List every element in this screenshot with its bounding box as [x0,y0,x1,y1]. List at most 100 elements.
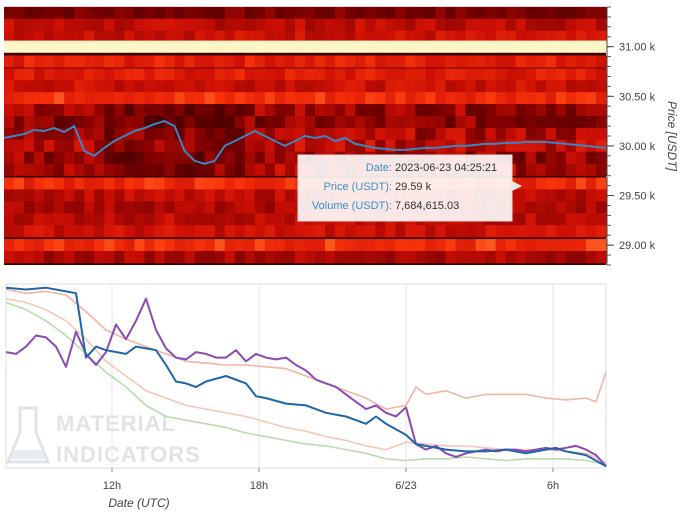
heatmap-cell [234,250,246,264]
heatmap-cell [114,127,125,141]
heatmap-cell [34,151,45,164]
heatmap-cell [335,127,346,141]
heatmap-cell [114,92,125,105]
heatmap-cell [595,177,607,190]
heatmap-cell [355,80,366,93]
heatmap-cell [124,116,136,129]
heatmap-cell [495,40,507,53]
heatmap-cell [445,6,457,20]
heatmap-cell [525,225,537,238]
heatmap-cell [555,151,567,164]
heatmap-cell [94,40,105,53]
heatmap-cell [284,250,296,264]
heatmap-cell [264,104,276,117]
heatmap-cell [565,163,577,176]
heatmap-cell [194,92,206,105]
heatmap-cell [435,250,447,264]
heatmap-cell [164,189,176,202]
heatmap-cell [164,80,176,93]
heatmap-cell [535,163,547,176]
heatmap-cell [355,104,366,117]
heatmap-cell [595,18,607,31]
heatmap-cell [244,225,256,238]
heatmap-cell [535,225,547,238]
heatmap-cell [34,68,45,81]
heatmap-cell [104,201,115,214]
heatmap-cell [234,6,246,20]
heatmap-cell [234,68,246,81]
heatmap-cell [154,177,166,190]
heatmap-cell [264,80,276,93]
heatmap-cell [315,139,326,153]
heatmap-cell [144,6,156,20]
heatmap-cell [264,55,276,68]
heatmap-cell [435,68,447,81]
heatmap-cell [74,55,85,68]
heatmap-cell [174,225,186,238]
heatmap-cell [555,225,567,238]
heatmap-cell [375,225,386,238]
heatmap-cell [395,139,406,153]
heatmap-cell [144,116,156,129]
heatmap-cell [224,40,236,53]
heatmap-cell [485,127,497,141]
heatmap-cell [325,68,336,81]
heatmap-cell [14,18,25,31]
heatmap-cell [184,116,196,129]
heatmap-cell [194,127,206,141]
heatmap-cell [284,127,296,141]
heatmap-cell [104,177,115,190]
heatmap-cell [325,225,336,238]
heatmap-cell [154,104,166,117]
heatmap-cell [104,239,115,252]
heatmap-cell [535,177,547,190]
heatmap-cell [475,6,487,20]
heatmap-cell [305,250,316,264]
heatmap-cell [475,239,487,252]
heatmap-cell [425,55,437,68]
heatmap-cell [94,163,105,176]
heatmap-cell [214,151,226,164]
heatmap-cell [104,127,115,141]
heatmap-cell [124,55,136,68]
heatmap-cell [595,225,607,238]
heatmap-cell [224,239,236,252]
heatmap-cell [575,250,587,264]
heatmap-cell [144,40,156,53]
heatmap-cell [174,30,186,43]
heatmap-cell [585,225,597,238]
heatmap-cell [505,127,517,141]
heatmap-cell [194,189,206,202]
heatmap-cell [565,127,577,141]
heatmap-cell [244,18,256,31]
heatmap-cell [335,30,346,43]
heatmap-cell [194,213,206,226]
heatmap-cell [204,151,216,164]
heatmap-cell [485,80,497,93]
heatmap-cell [54,177,65,190]
heatmap-cell [345,139,356,153]
heatmap-cell [555,163,567,176]
heatmap-cell [174,40,186,53]
heatmap-cell [24,177,35,190]
heatmap-cell [114,213,125,226]
heatmap-cell [455,55,467,68]
heatmap-cell [535,151,547,164]
heatmap-cell [274,225,286,238]
heatmap-cell [485,92,497,105]
heatmap-cell [485,104,497,117]
heatmap-cell [375,68,386,81]
heatmap-cell [224,30,236,43]
heatmap-cell [435,80,447,93]
price-axis: 31.00 k 30.50 k 30.00 k 29.50 k 29.00 k [606,6,656,266]
heatmap-cell [395,239,406,252]
price-line-layer [3,120,607,165]
heatmap-cell [114,139,125,153]
heatmap-cell [164,55,176,68]
heatmap-cell [84,139,95,153]
heatmap-cell [264,250,276,264]
heatmap-cell [254,6,266,20]
heatmap-cell [164,18,176,31]
heatmap-cell [495,55,507,68]
heatmap-cell [525,104,537,117]
